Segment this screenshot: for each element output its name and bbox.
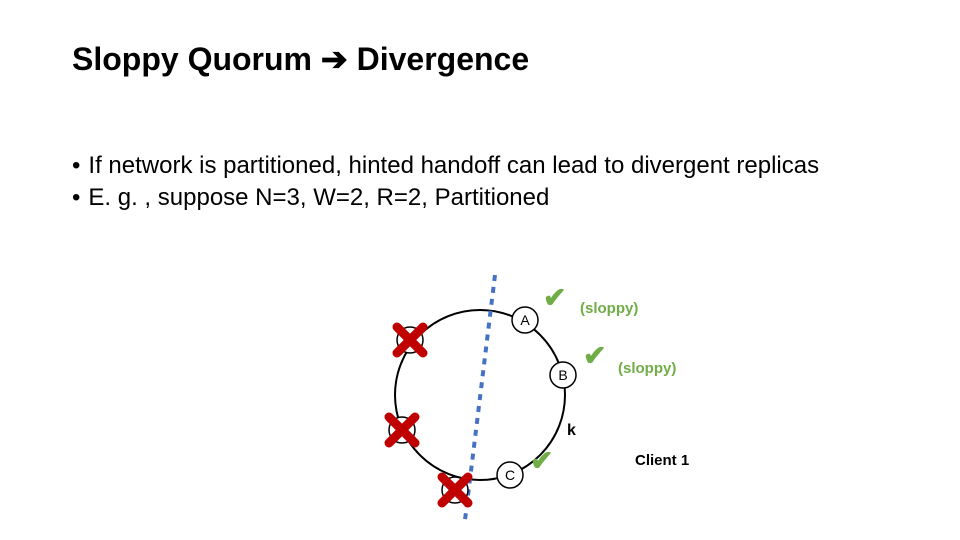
node-label: B — [558, 367, 567, 383]
bullet-item: • E. g. , suppose N=3, W=2, R=2, Partitio… — [72, 182, 920, 214]
bullet-list: • If network is partitioned, hinted hando… — [72, 150, 920, 215]
bullet-marker-icon: • — [72, 182, 80, 214]
node-label: C — [505, 467, 515, 483]
ring-diagram: A B Ck ✔ ✔ ✔ (sloppy) (sloppy) Client 1 — [335, 275, 755, 525]
k-label: k — [567, 422, 576, 439]
bullet-text: E. g. , suppose N=3, W=2, R=2, Partition… — [88, 184, 549, 211]
partition-line — [465, 275, 495, 520]
bullet-item: • If network is partitioned, hinted hando… — [72, 150, 920, 182]
check-icon: ✔ — [530, 445, 553, 476]
slide: Sloppy Quorum ➔ Divergence • If network i… — [0, 0, 960, 540]
bullet-marker-icon: • — [72, 150, 80, 182]
bullet-text: If network is partitioned, hinted handof… — [88, 152, 819, 179]
ring-diagram-svg: A B Ck ✔ ✔ ✔ (sloppy) (sloppy) Client 1 — [335, 275, 755, 525]
client-label: Client 1 — [635, 452, 689, 469]
page-title: Sloppy Quorum ➔ Divergence — [72, 40, 529, 78]
sloppy-label: (sloppy) — [580, 300, 638, 317]
node-label: A — [520, 312, 530, 328]
title-part-before: Sloppy Quorum — [72, 41, 321, 77]
check-icon: ✔ — [543, 282, 566, 313]
title-arrow-icon: ➔ — [321, 41, 348, 77]
check-icon: ✔ — [583, 340, 606, 371]
sloppy-label: (sloppy) — [618, 360, 676, 377]
title-part-after: Divergence — [348, 41, 529, 77]
